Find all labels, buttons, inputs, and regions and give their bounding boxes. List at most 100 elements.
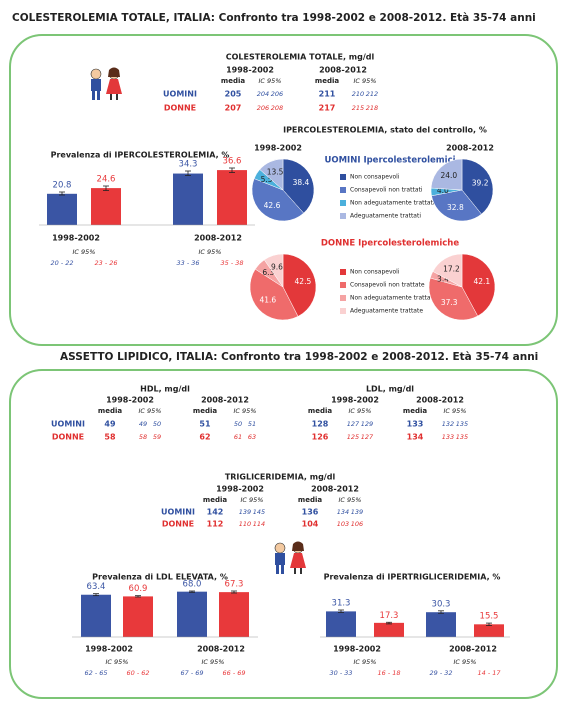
value-label: 31.3 xyxy=(332,599,351,609)
column-header: media xyxy=(98,407,122,415)
ci-caption: IC 95% xyxy=(354,658,377,666)
table-value: 51 xyxy=(199,420,211,429)
ci-range: 14 - 17 xyxy=(477,669,501,677)
table-ci: 204 xyxy=(257,90,269,98)
category-label: 1998-2002 xyxy=(333,645,381,654)
value-label: 30.3 xyxy=(432,599,451,609)
legend-swatch xyxy=(340,282,346,288)
slice-label: 4.0 xyxy=(437,186,449,195)
table-ci: 106 xyxy=(351,520,363,528)
table-value: 142 xyxy=(207,508,224,517)
period-header: 1998-2002 xyxy=(331,396,379,405)
period-header: 1998-2002 xyxy=(254,144,302,153)
pie-slice xyxy=(432,253,463,288)
value-label: 36.6 xyxy=(223,157,242,167)
table-ci: 135 xyxy=(456,420,468,428)
column-header: media xyxy=(308,407,332,415)
pie-slice xyxy=(259,158,284,191)
table-ci: 133 xyxy=(442,433,454,441)
legend-swatch xyxy=(340,187,346,193)
table-ci: 49 xyxy=(139,420,147,428)
table-value: 207 xyxy=(225,104,242,113)
slice-label: 3.4 xyxy=(437,274,449,283)
column-header: IC 95% xyxy=(444,407,467,415)
column-header: media xyxy=(315,77,339,85)
value-label: 24.6 xyxy=(97,175,116,185)
section-title: ASSETTO LIPIDICO, ITALIA: Confronto tra … xyxy=(60,351,538,363)
table-title: HDL, mg/dl xyxy=(140,385,190,394)
legend-label: Non consapevoli xyxy=(350,269,400,276)
people-icon xyxy=(90,67,122,100)
table-ci: 135 xyxy=(456,433,468,441)
chart-title: Prevalenza di IPERCOLESTEROLEMIA, % xyxy=(51,151,230,160)
slice-label: 42.6 xyxy=(264,201,281,210)
column-header: IC 95% xyxy=(139,407,162,415)
period-header: 1998-2002 xyxy=(226,66,274,75)
legend-swatch xyxy=(340,295,346,301)
ci-range: 35 - 38 xyxy=(220,259,243,267)
legend-label: Consapevoli non trattate xyxy=(350,282,425,289)
column-header: media xyxy=(403,407,427,415)
table-value: 49 xyxy=(104,420,116,429)
slice-label: 9.6 xyxy=(271,262,283,271)
table-value: 136 xyxy=(302,508,319,517)
column-header: IC 95% xyxy=(354,77,377,85)
table-ci: 58 xyxy=(139,433,147,441)
column-header: IC 95% xyxy=(339,496,362,504)
table-ci: 206 xyxy=(271,90,283,98)
period-header: 1998-2002 xyxy=(106,396,154,405)
table-ci: 125 xyxy=(347,433,359,441)
table-ci: 51 xyxy=(248,420,256,428)
table-title: LDL, mg/dl xyxy=(366,385,414,394)
slice-label: 42.1 xyxy=(473,277,490,286)
period-header: 1998-2002 xyxy=(216,485,264,494)
table-ci: 134 xyxy=(337,508,349,516)
table-ci: 139 xyxy=(239,508,251,516)
table-value: 62 xyxy=(199,433,210,442)
pie-slice xyxy=(431,189,482,222)
table-ci: 212 xyxy=(366,90,378,98)
table-ci: 110 xyxy=(239,520,251,528)
table-ci: 132 xyxy=(442,420,454,428)
period-header: 2008-2012 xyxy=(311,485,359,494)
legend-swatch xyxy=(340,174,346,180)
legend-swatch xyxy=(340,213,346,219)
table-title: COLESTEROLEMIA TOTALE, mg/dl xyxy=(226,53,375,62)
table-ci: 208 xyxy=(271,104,283,112)
slice-label: 13.5 xyxy=(267,167,284,176)
table-ci: 59 xyxy=(153,433,161,441)
table-ci: 61 xyxy=(234,433,242,441)
column-header: IC 95% xyxy=(234,407,257,415)
slice-label: 32.8 xyxy=(447,203,464,212)
legend-swatch xyxy=(340,269,346,275)
column-header: IC 95% xyxy=(241,496,264,504)
ci-caption: IC 95% xyxy=(73,248,96,256)
table-value: 128 xyxy=(312,420,329,429)
slice-label: 17.2 xyxy=(443,264,460,273)
ci-range: 67 - 69 xyxy=(180,669,203,677)
value-label: 68.0 xyxy=(183,580,202,590)
pie-slice xyxy=(282,253,317,317)
section-box xyxy=(9,369,558,699)
bar xyxy=(91,188,121,225)
chart-title: Prevalenza di IPERTRIGLICERIDEMIA, % xyxy=(324,573,501,582)
legend-label: Adeguatamente trattate xyxy=(350,308,423,315)
pie-slice xyxy=(430,158,463,191)
people-icon xyxy=(274,541,306,574)
table-ci: 210 xyxy=(352,90,364,98)
value-label: 63.4 xyxy=(87,582,106,592)
table-ci: 215 xyxy=(352,104,364,112)
row-label: UOMINI xyxy=(51,420,85,429)
table-ci: 218 xyxy=(366,104,378,112)
table-value: 126 xyxy=(312,433,329,442)
table-ci: 103 xyxy=(337,520,349,528)
slice-label: 24.0 xyxy=(440,171,457,180)
table-ci: 50 xyxy=(234,420,242,428)
legend-label: Non consapevoli xyxy=(350,174,400,181)
period-header: 2008-2012 xyxy=(201,396,249,405)
row-label: DONNE xyxy=(164,104,196,113)
slice-label: 38.4 xyxy=(293,178,310,187)
value-label: 67.3 xyxy=(225,580,244,590)
category-label: 2008-2012 xyxy=(449,645,497,654)
